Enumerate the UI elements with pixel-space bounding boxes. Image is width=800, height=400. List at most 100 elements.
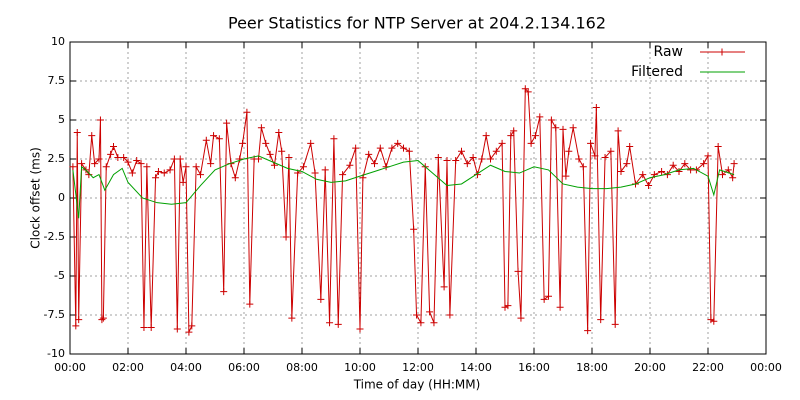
point-marker <box>579 163 587 171</box>
x-tick-label: 04:00 <box>170 361 202 374</box>
point-marker <box>223 119 231 127</box>
point-marker <box>352 144 360 152</box>
point-marker <box>458 147 465 155</box>
point-marker <box>556 303 564 311</box>
point-marker <box>202 136 210 144</box>
point-marker <box>540 295 548 303</box>
point-marker <box>510 127 518 135</box>
point-marker <box>91 160 99 168</box>
point-marker <box>584 327 592 335</box>
point-marker <box>376 144 384 152</box>
point-marker <box>257 124 265 132</box>
x-tick-label: 00:00 <box>54 361 86 374</box>
point-marker <box>639 171 647 179</box>
x-tick-label: 02:00 <box>112 361 144 374</box>
x-axis-label: Time of day (HH:MM) <box>353 378 481 392</box>
point-marker <box>704 152 712 160</box>
point-marker <box>400 144 407 152</box>
point-marker <box>371 160 378 168</box>
point-marker <box>394 139 402 147</box>
point-marker <box>617 167 625 175</box>
x-tick-label: 08:00 <box>286 361 318 374</box>
point-marker <box>356 325 364 333</box>
x-tick-label: 22:00 <box>692 361 724 374</box>
point-marker <box>137 160 145 168</box>
point-marker <box>75 316 83 324</box>
point-marker <box>527 139 535 147</box>
point-marker <box>587 139 595 147</box>
point-marker <box>658 167 666 175</box>
point-marker <box>95 155 103 163</box>
plot-frame <box>69 41 767 355</box>
point-marker <box>463 160 471 168</box>
point-marker <box>569 124 577 132</box>
point-marker <box>285 153 293 161</box>
y-tick-label: 0 <box>58 191 65 204</box>
point-marker <box>124 158 132 166</box>
y-tick-label: -2.5 <box>44 230 65 243</box>
point-marker <box>110 143 117 151</box>
point-marker <box>498 139 506 147</box>
point-marker <box>521 85 529 93</box>
point-marker <box>501 303 509 311</box>
y-tick-label: -10 <box>47 347 65 360</box>
point-marker <box>326 319 334 327</box>
point-marker <box>669 161 677 169</box>
y-tick-label: -7.5 <box>44 308 65 321</box>
point-marker <box>262 139 270 147</box>
point-marker <box>547 116 555 124</box>
y-tick-label: 2.5 <box>48 152 66 165</box>
point-marker <box>719 171 726 179</box>
point-marker <box>710 317 718 325</box>
point-marker <box>72 322 80 330</box>
point-marker <box>154 167 162 175</box>
point-marker <box>88 132 96 140</box>
point-marker <box>592 104 600 112</box>
point-marker <box>288 314 296 322</box>
point-marker <box>729 174 737 182</box>
point-marker <box>514 267 522 275</box>
point-marker <box>707 316 715 324</box>
point-marker <box>434 153 442 161</box>
point-marker <box>446 311 454 319</box>
point-marker <box>299 163 307 171</box>
point-marker <box>681 160 689 168</box>
chart-title: Peer Statistics for NTP Server at 204.2.… <box>228 14 606 33</box>
point-marker <box>192 163 200 171</box>
point-marker <box>504 302 512 310</box>
point-marker <box>417 319 425 327</box>
point-marker <box>255 155 262 163</box>
y-tick-label: 10 <box>51 35 65 48</box>
point-marker <box>440 283 448 291</box>
x-tick-label: 10:00 <box>344 361 376 374</box>
series-line <box>72 155 735 219</box>
x-tick-label: 06:00 <box>228 361 260 374</box>
point-marker <box>536 113 544 121</box>
point-marker <box>73 128 81 136</box>
point-marker <box>559 125 567 133</box>
point-marker <box>185 328 193 336</box>
point-marker <box>645 182 653 190</box>
point-marker <box>482 132 490 140</box>
y-tick-label: 7.5 <box>48 74 66 87</box>
point-marker <box>626 143 634 151</box>
point-marker <box>107 150 115 158</box>
point-marker <box>623 160 631 168</box>
point-marker <box>166 166 174 174</box>
y-axis-label: Clock offset (ms) <box>29 147 43 248</box>
point-marker <box>443 157 451 165</box>
legend-label: Filtered <box>631 64 683 80</box>
point-marker <box>210 132 218 140</box>
point-marker <box>410 225 418 233</box>
point-marker <box>85 171 93 179</box>
point-marker <box>675 167 683 175</box>
point-marker <box>562 172 570 180</box>
point-marker <box>469 153 477 161</box>
y-tick-label: -5 <box>54 269 65 282</box>
point-marker <box>176 155 184 163</box>
y-tick-label: 5 <box>58 113 65 126</box>
point-marker <box>236 155 244 163</box>
point-marker <box>188 322 196 330</box>
point-marker <box>430 319 438 327</box>
